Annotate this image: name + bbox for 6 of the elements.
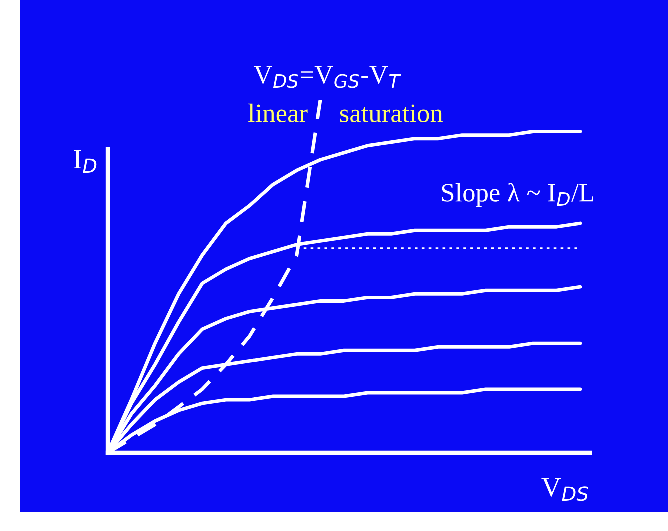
y-axis-title: I$_{D}$	[74, 150, 97, 174]
text: V$_{DS}$=V$_{GS}$-V$_{T}$	[254, 66, 402, 88]
annotation: Slope λ ~ I$_{D}$/L	[442, 183, 594, 208]
x-axis-title: V$_{DS}$	[542, 478, 588, 502]
annotation: linear	[248, 104, 308, 122]
annotation: saturation	[340, 104, 444, 122]
